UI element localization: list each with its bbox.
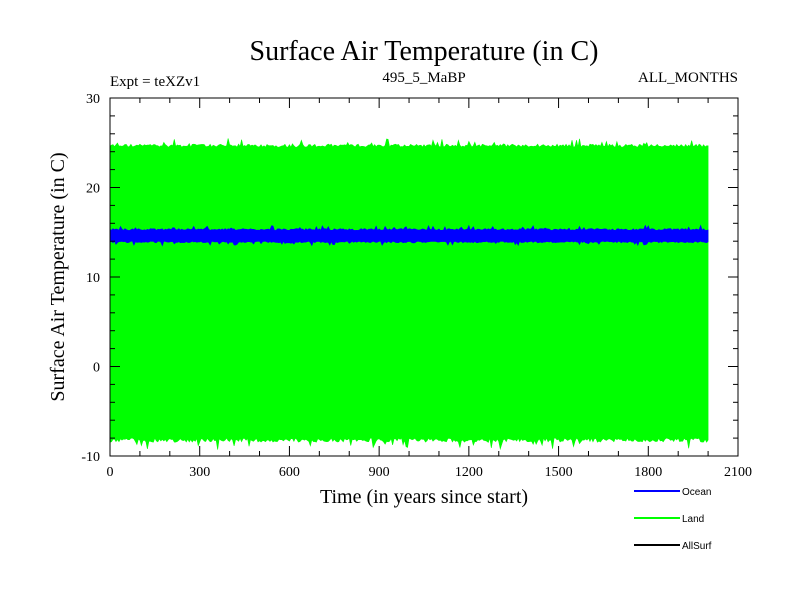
x-tick-label: 1500 [545, 465, 573, 480]
x-tick-label: 300 [189, 465, 210, 480]
x-tick-label: 1800 [634, 465, 662, 480]
y-tick-label: 30 [86, 92, 100, 107]
y-axis-label: Surface Air Temperature (in C) [47, 152, 69, 401]
y-tick-label: 20 [86, 182, 100, 197]
legend-label-ocean: Ocean [682, 487, 711, 498]
series-land-band [109, 138, 709, 451]
plot-area [109, 138, 709, 451]
axes: 0 300 600 900 1200 1500 1800 2100 -10 0 10 20 30 [81, 92, 752, 480]
series-ocean-band [109, 224, 709, 247]
y-tick-label: -10 [81, 450, 100, 465]
y-tick-label: 0 [93, 361, 100, 376]
x-tick-label: 2100 [724, 465, 752, 480]
x-axis-label: Time (in years since start) [320, 486, 528, 508]
chart-title: Surface Air Temperature (in C) [250, 36, 599, 67]
x-tick-label: 0 [107, 465, 114, 480]
legend: Ocean Land AllSurf [634, 487, 712, 552]
legend-label-allsurf: AllSurf [682, 541, 712, 552]
subtitle-months: ALL_MONTHS [638, 70, 738, 86]
x-tick-label: 900 [369, 465, 390, 480]
subtitle-period: 495_5_MaBP [382, 70, 465, 86]
x-tick-label: 1200 [455, 465, 483, 480]
subtitle-experiment: Expt = teXZv1 [110, 74, 200, 90]
y-tick-label: 10 [86, 271, 100, 286]
x-tick-label: 600 [279, 465, 300, 480]
legend-label-land: Land [682, 514, 704, 525]
